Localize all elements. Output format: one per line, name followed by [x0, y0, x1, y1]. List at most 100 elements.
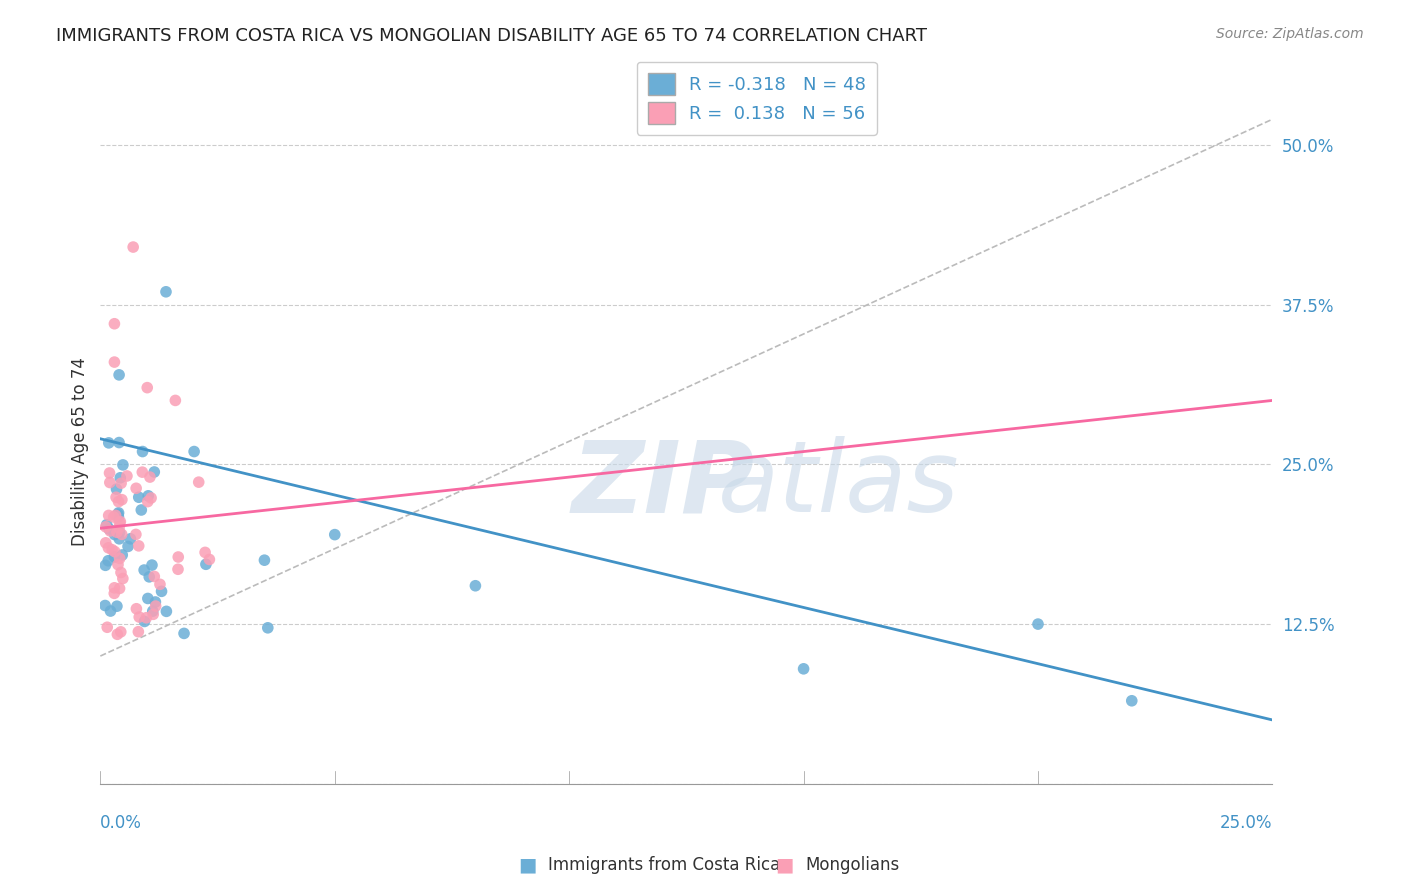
Point: [131, 465, 153, 479]
Point: [117, 540, 139, 554]
Point: [125, 601, 148, 615]
Point: [1026, 617, 1049, 632]
Point: [136, 381, 159, 395]
Point: [136, 489, 159, 503]
Point: [105, 525, 128, 540]
Point: [198, 552, 221, 566]
Point: [111, 458, 134, 472]
Point: [139, 470, 162, 484]
Point: [194, 558, 217, 572]
Point: [136, 591, 159, 606]
Point: [105, 599, 128, 614]
Point: [142, 604, 165, 618]
Y-axis label: Disability Age 65 to 74: Disability Age 65 to 74: [72, 357, 89, 546]
Point: [108, 582, 131, 596]
Point: [105, 482, 128, 496]
Point: [110, 476, 132, 491]
Point: [104, 527, 127, 541]
Point: [155, 285, 177, 299]
Point: [98, 466, 121, 480]
Point: [135, 611, 157, 625]
Point: [131, 444, 153, 458]
Point: [120, 532, 142, 546]
Point: [108, 551, 131, 566]
Point: [94, 520, 117, 534]
Point: [96, 517, 118, 532]
Point: [139, 491, 162, 505]
Point: [127, 624, 149, 639]
Point: [94, 536, 117, 550]
Point: [105, 490, 128, 504]
Legend: R = -0.318   N = 48, R =  0.138   N = 56: R = -0.318 N = 48, R = 0.138 N = 56: [637, 62, 877, 135]
Point: [97, 435, 120, 450]
Point: [108, 521, 131, 535]
Point: [96, 620, 118, 634]
Point: [108, 516, 131, 530]
Point: [110, 624, 132, 639]
Text: ■: ■: [775, 855, 794, 875]
Point: [125, 481, 148, 495]
Point: [104, 508, 127, 523]
Text: 25.0%: 25.0%: [1220, 814, 1272, 832]
Point: [173, 626, 195, 640]
Point: [167, 562, 190, 576]
Point: [103, 510, 125, 524]
Point: [108, 368, 131, 382]
Text: ZIP: ZIP: [571, 436, 755, 533]
Point: [125, 527, 148, 541]
Point: [107, 506, 129, 520]
Point: [150, 584, 173, 599]
Point: [187, 475, 209, 490]
Point: [134, 615, 156, 629]
Point: [145, 595, 167, 609]
Point: [323, 527, 346, 541]
Point: [108, 532, 131, 546]
Point: [110, 566, 132, 580]
Point: [129, 503, 152, 517]
Point: [94, 599, 117, 613]
Point: [111, 548, 134, 562]
Point: [97, 541, 120, 555]
Point: [143, 465, 166, 479]
Point: [183, 444, 205, 458]
Point: [128, 539, 150, 553]
Point: [111, 572, 134, 586]
Point: [253, 553, 276, 567]
Point: [122, 240, 145, 254]
Point: [103, 581, 125, 595]
Point: [107, 494, 129, 508]
Point: [110, 515, 132, 529]
Point: [167, 549, 190, 564]
Text: 0.0%: 0.0%: [100, 814, 142, 832]
Point: [115, 469, 138, 483]
Point: [256, 621, 278, 635]
Point: [165, 393, 187, 408]
Point: [136, 494, 159, 508]
Text: IMMIGRANTS FROM COSTA RICA VS MONGOLIAN DISABILITY AGE 65 TO 74 CORRELATION CHAR: IMMIGRANTS FROM COSTA RICA VS MONGOLIAN …: [56, 27, 927, 45]
Point: [155, 604, 177, 618]
Point: [111, 492, 134, 507]
Point: [97, 508, 120, 523]
Point: [110, 471, 132, 485]
Point: [103, 355, 125, 369]
Point: [1121, 694, 1143, 708]
Point: [128, 610, 150, 624]
Point: [107, 508, 129, 522]
Point: [464, 579, 486, 593]
Point: [108, 525, 131, 540]
Point: [98, 522, 121, 536]
Point: [142, 607, 165, 622]
Text: atlas: atlas: [718, 436, 959, 533]
Point: [94, 558, 117, 573]
Point: [145, 599, 167, 613]
Point: [134, 563, 156, 577]
Text: Immigrants from Costa Rica: Immigrants from Costa Rica: [548, 856, 780, 874]
Point: [100, 604, 122, 618]
Point: [98, 475, 121, 490]
Point: [103, 317, 125, 331]
Point: [98, 524, 121, 538]
Point: [793, 662, 815, 676]
Text: Source: ZipAtlas.com: Source: ZipAtlas.com: [1216, 27, 1364, 41]
Point: [103, 549, 125, 564]
Point: [104, 544, 127, 558]
